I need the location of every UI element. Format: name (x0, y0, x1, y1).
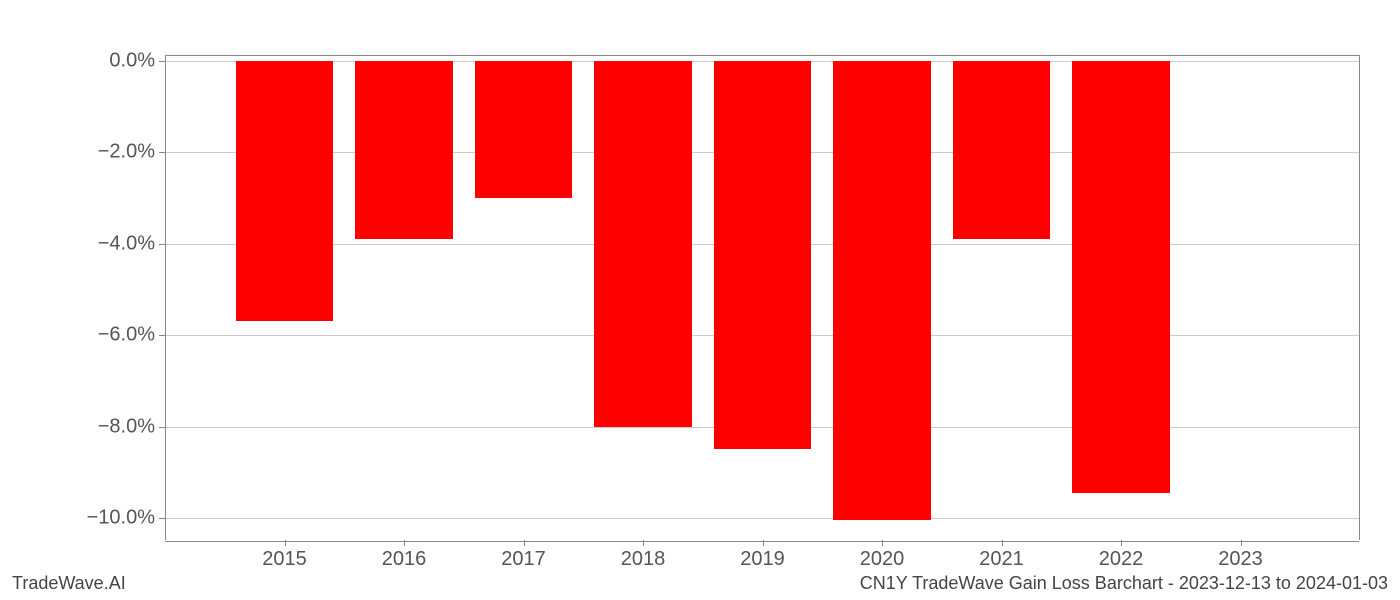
footer-right-text: CN1Y TradeWave Gain Loss Barchart - 2023… (860, 573, 1388, 594)
footer-left-text: TradeWave.AI (12, 573, 126, 594)
y-tick-label: −10.0% (87, 507, 155, 530)
y-axis-spine (165, 56, 166, 540)
x-tick-label: 2015 (262, 548, 307, 571)
x-axis-spine (165, 541, 1359, 542)
x-tick-label: 2017 (501, 548, 546, 571)
x-tick-label: 2018 (621, 548, 666, 571)
x-tick-label: 2016 (382, 548, 427, 571)
y-tick-label: −6.0% (98, 324, 155, 347)
chart-container: 0.0% −2.0% −4.0% −6.0% −8.0% −10.0% 2015 2016 20… (0, 0, 1400, 600)
y-tick-label: −8.0% (98, 415, 155, 438)
bar (714, 61, 812, 450)
x-tick-label: 2019 (740, 548, 785, 571)
x-tick-label: 2023 (1218, 548, 1263, 571)
x-tick-label: 2021 (979, 548, 1024, 571)
x-tick-label: 2020 (860, 548, 905, 571)
x-tick-label: 2022 (1099, 548, 1144, 571)
bar (236, 61, 334, 322)
y-tick-label: −4.0% (98, 232, 155, 255)
bar (953, 61, 1051, 239)
gridline (165, 518, 1359, 519)
plot-area: 0.0%−2.0%−4.0%−6.0%−8.0%−10.0%2015201620… (165, 55, 1360, 540)
bar (594, 61, 692, 427)
bar (1072, 61, 1170, 493)
bar (475, 61, 573, 198)
bar (355, 61, 453, 239)
bar (833, 61, 931, 521)
y-tick-label: −2.0% (98, 141, 155, 164)
y-tick-label: 0.0% (109, 49, 155, 72)
